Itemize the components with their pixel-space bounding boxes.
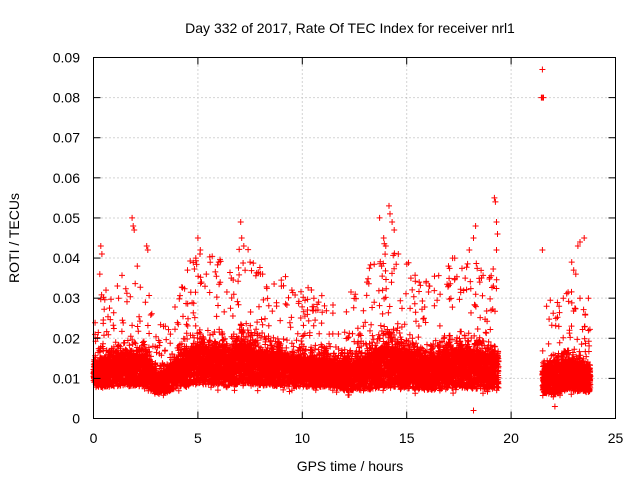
y-tick-label: 0.07 bbox=[53, 130, 80, 146]
y-axis-tick-labels: 0 0.01 0.02 0.03 0.04 0.05 0.06 0.07 0.08 0.09 bbox=[53, 50, 80, 427]
x-tick-label: 0 bbox=[90, 430, 98, 446]
y-tick-label: 0.01 bbox=[53, 370, 80, 386]
x-tick-label: 15 bbox=[399, 430, 415, 446]
y-tick-label: 0 bbox=[72, 411, 80, 427]
axis-ticks bbox=[93, 57, 616, 419]
y-tick-label: 0.06 bbox=[53, 170, 80, 186]
x-tick-label: 20 bbox=[503, 430, 519, 446]
data-points bbox=[90, 66, 594, 414]
y-tick-label: 0.03 bbox=[53, 290, 80, 306]
y-tick-label: 0.09 bbox=[53, 50, 80, 66]
y-tick-label: 0.08 bbox=[53, 90, 80, 106]
y-tick-label: 0.04 bbox=[53, 250, 80, 266]
x-tick-label: 5 bbox=[194, 430, 202, 446]
x-axis-tick-labels: 0 5 10 15 20 25 bbox=[90, 430, 624, 446]
plot-frame bbox=[93, 57, 616, 419]
chart-title: Day 332 of 2017, Rate Of TEC Index for r… bbox=[185, 20, 515, 36]
roti-point-markers bbox=[90, 66, 594, 414]
y-axis-label: ROTI / TECUs bbox=[6, 193, 22, 283]
x-tick-label: 10 bbox=[295, 430, 311, 446]
x-tick-label: 25 bbox=[608, 430, 624, 446]
y-tick-label: 0.02 bbox=[53, 330, 80, 346]
x-axis-label: GPS time / hours bbox=[297, 458, 404, 474]
y-tick-label: 0.05 bbox=[53, 210, 80, 226]
